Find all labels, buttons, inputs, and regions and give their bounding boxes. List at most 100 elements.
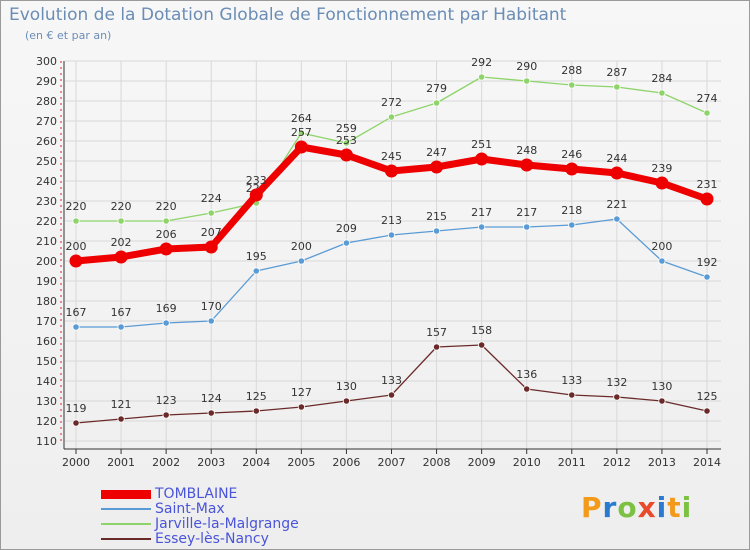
y-tick-label: 170 <box>36 315 57 328</box>
y-tick-label: 290 <box>36 75 57 88</box>
data-point <box>432 99 441 107</box>
data-point <box>658 89 666 97</box>
data-point <box>207 409 215 417</box>
legend-swatch <box>101 523 151 525</box>
data-point <box>432 343 441 351</box>
data-point <box>610 166 624 180</box>
data-point <box>655 176 669 190</box>
data-point <box>703 407 711 415</box>
data-point <box>72 323 80 331</box>
x-tick-label: 2007 <box>378 456 406 469</box>
y-tick-label: 190 <box>36 275 57 288</box>
y-tick-label: 280 <box>36 95 57 108</box>
x-tick-label: 2003 <box>197 456 225 469</box>
data-label: 224 <box>201 192 222 205</box>
data-point <box>117 415 125 423</box>
data-label: 220 <box>66 200 87 213</box>
data-label: 244 <box>606 152 627 165</box>
x-tick-label: 2009 <box>468 456 496 469</box>
data-label: 170 <box>201 300 222 313</box>
data-point <box>252 407 260 415</box>
data-label: 274 <box>697 92 718 105</box>
data-point <box>568 81 576 89</box>
data-point <box>72 419 80 427</box>
data-point <box>613 393 621 401</box>
data-point <box>204 240 218 254</box>
data-label: 167 <box>111 306 132 319</box>
series-jarville-la-malgrange: 2202202202242292642592722792922902882872… <box>66 56 718 225</box>
y-tick-label: 230 <box>36 195 57 208</box>
y-tick-label: 260 <box>36 135 57 148</box>
data-label: 220 <box>156 200 177 213</box>
data-point <box>69 254 83 268</box>
data-point <box>252 267 260 275</box>
data-point <box>520 158 534 172</box>
data-label: 245 <box>381 150 402 163</box>
y-tick-label: 150 <box>36 355 57 368</box>
data-label: 207 <box>201 226 222 239</box>
legend-label: TOMBLAINE <box>155 486 238 502</box>
data-point <box>478 341 486 349</box>
data-label: 123 <box>156 394 177 407</box>
data-point <box>294 140 308 154</box>
y-tick-label: 220 <box>36 215 57 228</box>
data-label: 200 <box>651 240 672 253</box>
data-label: 264 <box>291 112 312 125</box>
data-label: 125 <box>697 390 718 403</box>
legend-swatch <box>101 489 151 499</box>
y-axis: 110 120 130 140 150 160 170 180 190 200 210 220 230 2… <box>36 55 65 449</box>
data-point <box>162 319 170 327</box>
data-label: 248 <box>516 144 537 157</box>
y-tick-label: 240 <box>36 175 57 188</box>
y-tick-label: 180 <box>36 295 57 308</box>
data-label: 125 <box>246 390 267 403</box>
data-label: 195 <box>246 250 267 263</box>
x-tick-label: 2008 <box>423 456 451 469</box>
data-label: 290 <box>516 60 537 73</box>
data-label: 231 <box>697 178 718 191</box>
series-saint-max: 167 167 169 170 195 200 209 213 215 217 217 218 221 2… <box>66 198 718 331</box>
legend-swatch <box>101 538 151 540</box>
data-point <box>523 385 531 393</box>
data-label: 213 <box>381 214 402 227</box>
data-label: 169 <box>156 302 177 315</box>
data-label: 215 <box>426 210 447 223</box>
data-point <box>700 192 714 206</box>
data-point <box>613 215 621 223</box>
y-tick-label: 160 <box>36 335 57 348</box>
chart-subtitle: (en € et par an) <box>25 29 112 42</box>
data-label: 220 <box>111 200 132 213</box>
data-point <box>385 164 398 178</box>
data-label: 133 <box>561 374 582 387</box>
data-label: 200 <box>66 240 87 253</box>
series-essey-l-s-nancy: 119 121 123 124 125 127 130 133 157 158 136 133 132 1… <box>66 324 718 427</box>
x-tick-label: 2004 <box>242 456 270 469</box>
data-point <box>703 273 711 281</box>
data-point <box>162 217 170 225</box>
data-point <box>387 391 396 399</box>
chart-title: Evolution de la Dotation Globale de Fonc… <box>9 5 567 25</box>
legend-label: Essey-lès-Nancy <box>155 531 269 547</box>
data-point <box>114 250 128 264</box>
data-label: 253 <box>336 134 357 147</box>
data-label: 287 <box>606 66 627 79</box>
y-tick-label: 110 <box>36 435 57 448</box>
data-point <box>475 152 489 166</box>
data-point <box>342 139 351 147</box>
data-label: 119 <box>66 402 87 415</box>
data-label: 157 <box>426 326 447 339</box>
data-point <box>162 411 170 419</box>
data-label: 200 <box>291 240 312 253</box>
data-label: 217 <box>516 206 537 219</box>
data-label: 192 <box>697 256 718 269</box>
data-point <box>249 188 263 202</box>
data-point <box>207 317 215 325</box>
grid <box>65 60 721 449</box>
data-point <box>117 323 125 331</box>
y-tick-label: 200 <box>36 255 57 268</box>
data-label: 251 <box>471 138 492 151</box>
y-tick-label: 300 <box>36 55 57 68</box>
data-point <box>658 257 666 265</box>
